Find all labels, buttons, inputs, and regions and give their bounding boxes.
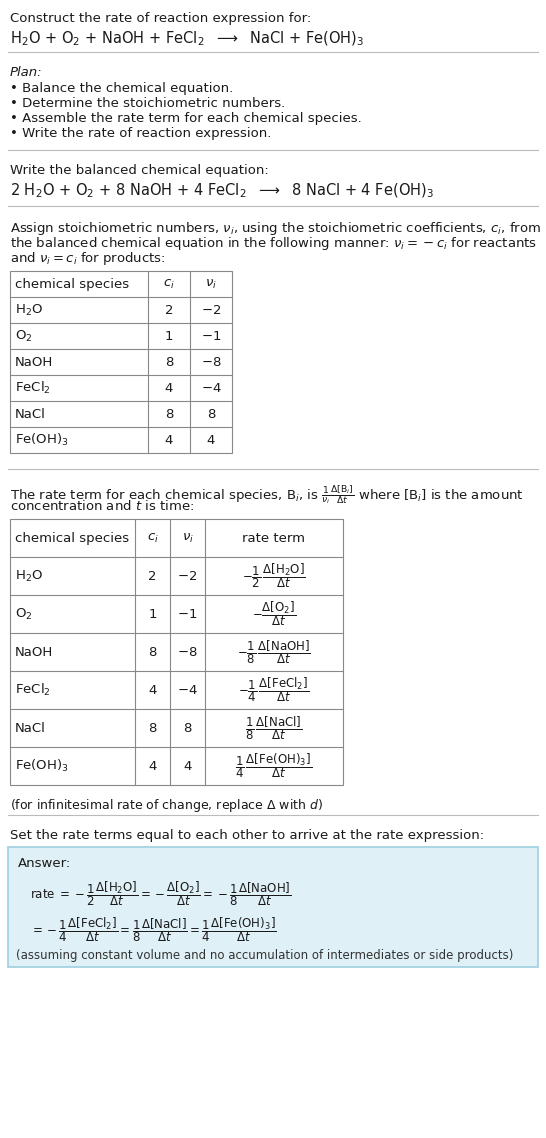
- Text: chemical species: chemical species: [15, 531, 129, 544]
- Text: NaOH: NaOH: [15, 355, 54, 369]
- Text: 4: 4: [183, 759, 192, 773]
- Text: 1: 1: [165, 330, 173, 343]
- Text: 2: 2: [149, 569, 157, 583]
- Text: 4: 4: [165, 381, 173, 395]
- Text: • Balance the chemical equation.: • Balance the chemical equation.: [10, 82, 233, 94]
- Text: concentration and $t$ is time:: concentration and $t$ is time:: [10, 498, 194, 513]
- Text: Fe(OH)$_3$: Fe(OH)$_3$: [15, 432, 69, 448]
- Text: $-\dfrac{1}{4}\,\dfrac{\Delta[\mathrm{FeCl_2}]}{\Delta t}$: $-\dfrac{1}{4}\,\dfrac{\Delta[\mathrm{Fe…: [239, 676, 310, 704]
- Text: NaOH: NaOH: [15, 645, 54, 659]
- Text: $\dfrac{1}{8}\,\dfrac{\Delta[\mathrm{NaCl}]}{\Delta t}$: $\dfrac{1}{8}\,\dfrac{\Delta[\mathrm{NaC…: [245, 715, 303, 742]
- Bar: [10, 271, 232, 453]
- Text: H$_2$O: H$_2$O: [15, 303, 43, 318]
- Text: NaCl: NaCl: [15, 721, 46, 734]
- Text: the balanced chemical equation in the following manner: $\nu_i = -c_i$ for react: the balanced chemical equation in the fo…: [10, 236, 537, 251]
- Text: $\nu_i$: $\nu_i$: [205, 278, 217, 290]
- Text: $-8$: $-8$: [201, 355, 221, 369]
- Text: 8: 8: [207, 407, 215, 421]
- Text: • Assemble the rate term for each chemical species.: • Assemble the rate term for each chemic…: [10, 112, 362, 125]
- Text: 8: 8: [165, 407, 173, 421]
- Text: Write the balanced chemical equation:: Write the balanced chemical equation:: [10, 164, 269, 178]
- Text: $= -\dfrac{1}{4}\dfrac{\Delta[\mathrm{FeCl_2}]}{\Delta t} = \dfrac{1}{8}\dfrac{\: $= -\dfrac{1}{4}\dfrac{\Delta[\mathrm{Fe…: [30, 915, 277, 943]
- Text: 8: 8: [183, 721, 192, 734]
- Text: • Determine the stoichiometric numbers.: • Determine the stoichiometric numbers.: [10, 97, 285, 110]
- Text: $-\dfrac{\Delta[\mathrm{O_2}]}{\Delta t}$: $-\dfrac{\Delta[\mathrm{O_2}]}{\Delta t}…: [252, 600, 296, 628]
- Text: The rate term for each chemical species, B$_i$, is $\frac{1}{\nu_i}\frac{\Delta[: The rate term for each chemical species,…: [10, 483, 524, 506]
- Text: 8: 8: [149, 721, 157, 734]
- Text: 8: 8: [149, 645, 157, 659]
- Text: $-\dfrac{1}{2}\,\dfrac{\Delta[\mathrm{H_2O}]}{\Delta t}$: $-\dfrac{1}{2}\,\dfrac{\Delta[\mathrm{H_…: [242, 562, 306, 591]
- Text: Construct the rate of reaction expression for:: Construct the rate of reaction expressio…: [10, 13, 311, 25]
- Text: 4: 4: [149, 759, 157, 773]
- Text: Plan:: Plan:: [10, 66, 43, 79]
- Text: $-4$: $-4$: [177, 684, 198, 696]
- Text: (assuming constant volume and no accumulation of intermediates or side products): (assuming constant volume and no accumul…: [16, 949, 513, 962]
- Bar: [10, 519, 343, 785]
- Text: (for infinitesimal rate of change, replace $\Delta$ with $d$): (for infinitesimal rate of change, repla…: [10, 797, 323, 814]
- Text: $-4$: $-4$: [200, 381, 221, 395]
- Text: FeCl$_2$: FeCl$_2$: [15, 682, 51, 698]
- Text: $-1$: $-1$: [177, 608, 198, 620]
- Text: 4: 4: [207, 434, 215, 446]
- Text: FeCl$_2$: FeCl$_2$: [15, 380, 51, 396]
- Text: Assign stoichiometric numbers, $\nu_i$, using the stoichiometric coefficients, $: Assign stoichiometric numbers, $\nu_i$, …: [10, 220, 541, 237]
- Text: 2 H$_2$O + O$_2$ + 8 NaOH + 4 FeCl$_2$  $\longrightarrow$  8 NaCl + 4 Fe(OH)$_3$: 2 H$_2$O + O$_2$ + 8 NaOH + 4 FeCl$_2$ $…: [10, 182, 434, 200]
- Text: $c_i$: $c_i$: [146, 531, 158, 545]
- Text: Answer:: Answer:: [18, 857, 71, 869]
- Text: $\nu_i$: $\nu_i$: [181, 531, 193, 545]
- Text: chemical species: chemical species: [15, 278, 129, 290]
- Text: and $\nu_i = c_i$ for products:: and $\nu_i = c_i$ for products:: [10, 250, 165, 267]
- Text: $-8$: $-8$: [177, 645, 198, 659]
- Text: H$_2$O + O$_2$ + NaOH + FeCl$_2$  $\longrightarrow$  NaCl + Fe(OH)$_3$: H$_2$O + O$_2$ + NaOH + FeCl$_2$ $\longr…: [10, 30, 364, 49]
- Text: 2: 2: [165, 304, 173, 316]
- Text: O$_2$: O$_2$: [15, 329, 32, 344]
- Text: $-2$: $-2$: [201, 304, 221, 316]
- Text: 4: 4: [149, 684, 157, 696]
- Text: • Write the rate of reaction expression.: • Write the rate of reaction expression.: [10, 127, 271, 140]
- Bar: [8, 847, 538, 967]
- Text: 4: 4: [165, 434, 173, 446]
- Text: 1: 1: [149, 608, 157, 620]
- Text: H$_2$O: H$_2$O: [15, 569, 43, 584]
- Text: $-1$: $-1$: [201, 330, 221, 343]
- Text: Fe(OH)$_3$: Fe(OH)$_3$: [15, 758, 69, 774]
- Text: $c_i$: $c_i$: [163, 278, 175, 290]
- Text: NaCl: NaCl: [15, 407, 46, 421]
- Text: $-\dfrac{1}{8}\,\dfrac{\Delta[\mathrm{NaOH}]}{\Delta t}$: $-\dfrac{1}{8}\,\dfrac{\Delta[\mathrm{Na…: [237, 638, 311, 666]
- Text: $-2$: $-2$: [177, 569, 198, 583]
- Text: rate $= -\dfrac{1}{2}\dfrac{\Delta[\mathrm{H_2O}]}{\Delta t} = -\dfrac{\Delta[\m: rate $= -\dfrac{1}{2}\dfrac{\Delta[\math…: [30, 879, 292, 908]
- Text: Set the rate terms equal to each other to arrive at the rate expression:: Set the rate terms equal to each other t…: [10, 828, 484, 842]
- Text: rate term: rate term: [242, 531, 306, 544]
- Text: O$_2$: O$_2$: [15, 607, 32, 621]
- Text: 8: 8: [165, 355, 173, 369]
- Text: $\dfrac{1}{4}\,\dfrac{\Delta[\mathrm{Fe(OH)_3}]}{\Delta t}$: $\dfrac{1}{4}\,\dfrac{\Delta[\mathrm{Fe(…: [235, 751, 312, 781]
